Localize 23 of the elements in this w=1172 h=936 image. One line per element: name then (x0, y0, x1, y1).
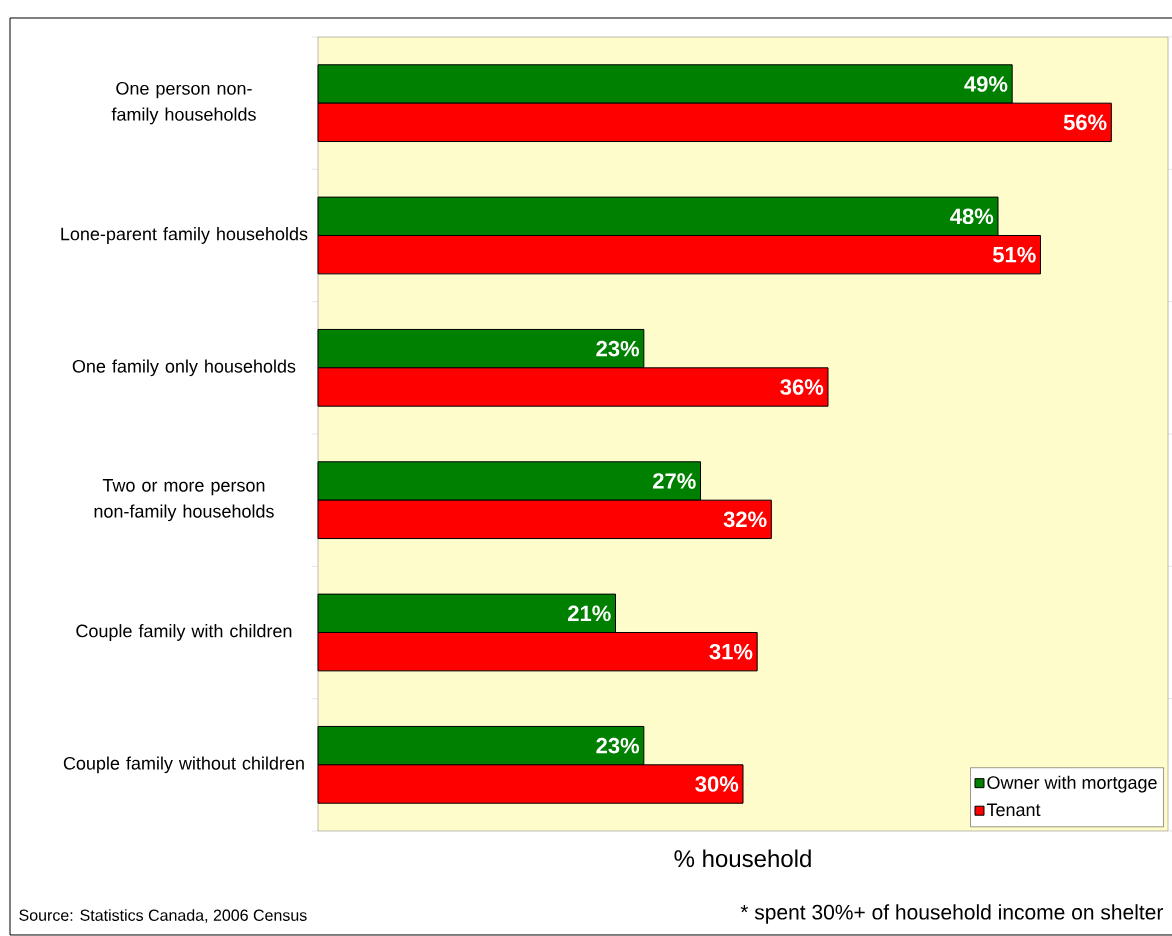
legend-label: Owner with mortgage (987, 775, 1157, 793)
data-label: 36% (780, 379, 824, 395)
y-tick-label: Two or more person non-family households (94, 479, 274, 522)
data-label: 27% (653, 473, 696, 489)
data-label: 23% (596, 340, 640, 357)
data-label: 32% (723, 511, 767, 528)
data-label: 30% (695, 776, 739, 792)
legend-label: Tenant (986, 803, 1041, 817)
y-tick-label: Couple family with children (76, 624, 292, 641)
data-label: 51% (992, 246, 1036, 263)
y-tick-label: One person non-family households (111, 82, 256, 125)
data-label: 49% (964, 76, 1008, 92)
text: * spent 30%+ of household income on shelter (740, 904, 1164, 924)
y-tick-label: Lone-parent family households (61, 227, 308, 244)
source-note: Source: Statistics Canada, 2006 Census (19, 909, 307, 923)
data-label: 21% (568, 605, 611, 622)
y-tick-label: One family only households (72, 359, 296, 377)
y-tick-label: Couple family without children (63, 756, 304, 774)
data-label: 23% (596, 737, 640, 754)
data-label: 48% (950, 208, 994, 225)
x-axis-title: % household (674, 849, 811, 868)
data-label: 31% (709, 643, 753, 660)
data-label: 56% (1063, 114, 1107, 131)
